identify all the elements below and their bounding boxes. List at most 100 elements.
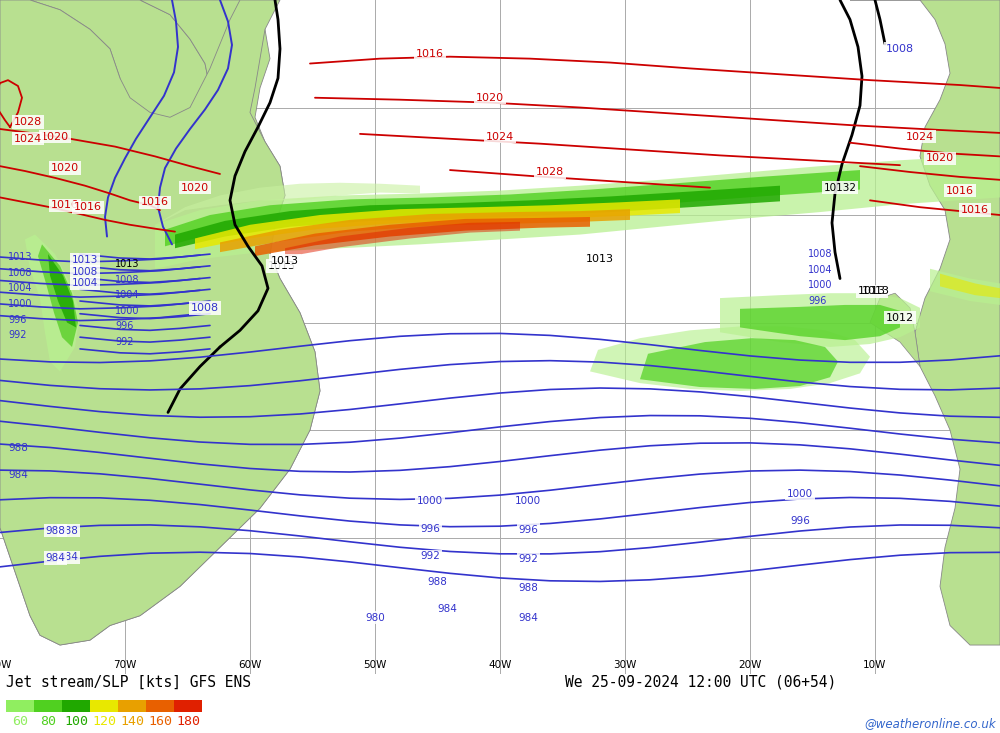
Text: 1013: 1013 bbox=[271, 256, 299, 266]
Polygon shape bbox=[850, 0, 1000, 645]
Bar bbox=[34, 700, 62, 712]
Text: 988: 988 bbox=[58, 526, 78, 536]
Text: 60W: 60W bbox=[238, 660, 262, 670]
Text: Jet stream/SLP [kts] GFS ENS: Jet stream/SLP [kts] GFS ENS bbox=[6, 675, 251, 690]
Text: 100: 100 bbox=[64, 715, 88, 729]
Text: 992: 992 bbox=[420, 551, 440, 561]
Bar bbox=[146, 700, 174, 712]
Text: 70W: 70W bbox=[113, 660, 137, 670]
Polygon shape bbox=[25, 235, 80, 372]
Text: 984: 984 bbox=[45, 553, 65, 563]
Text: 160: 160 bbox=[148, 715, 172, 729]
Text: 80: 80 bbox=[40, 715, 56, 729]
Text: 1016: 1016 bbox=[416, 49, 444, 59]
Text: 1013: 1013 bbox=[115, 259, 140, 269]
Text: 1004: 1004 bbox=[115, 290, 140, 300]
Text: 80W: 80W bbox=[0, 660, 12, 670]
Polygon shape bbox=[0, 0, 210, 645]
Text: 992: 992 bbox=[8, 331, 26, 340]
Polygon shape bbox=[940, 273, 1000, 298]
Bar bbox=[174, 700, 202, 712]
Text: 984: 984 bbox=[518, 613, 538, 622]
Polygon shape bbox=[870, 293, 920, 366]
Text: 1020: 1020 bbox=[476, 93, 504, 103]
Text: 1000: 1000 bbox=[115, 306, 140, 316]
Text: 1012: 1012 bbox=[886, 313, 914, 323]
Text: 140: 140 bbox=[120, 715, 144, 729]
Text: 996: 996 bbox=[808, 296, 826, 306]
Text: 1004: 1004 bbox=[72, 279, 98, 288]
Text: 1016: 1016 bbox=[961, 205, 989, 215]
Text: 120: 120 bbox=[92, 715, 116, 729]
Text: 992: 992 bbox=[518, 554, 538, 564]
Text: 988: 988 bbox=[45, 526, 65, 536]
Text: 984: 984 bbox=[437, 604, 457, 614]
Text: 1024: 1024 bbox=[906, 132, 934, 141]
Text: 60: 60 bbox=[12, 715, 28, 729]
Text: 1000: 1000 bbox=[417, 496, 443, 507]
Text: We 25-09-2024 12:00 UTC (06+54): We 25-09-2024 12:00 UTC (06+54) bbox=[565, 675, 836, 690]
Text: 40W: 40W bbox=[488, 660, 512, 670]
Text: 1024: 1024 bbox=[486, 132, 514, 141]
Polygon shape bbox=[155, 155, 1000, 269]
Polygon shape bbox=[175, 185, 780, 248]
Polygon shape bbox=[590, 326, 870, 391]
Text: 10W: 10W bbox=[863, 660, 887, 670]
Polygon shape bbox=[48, 254, 76, 328]
Text: 50W: 50W bbox=[363, 660, 387, 670]
Text: 984: 984 bbox=[8, 470, 28, 480]
Text: 1020: 1020 bbox=[926, 153, 954, 163]
Text: 1028: 1028 bbox=[536, 167, 564, 177]
Polygon shape bbox=[720, 293, 920, 347]
Bar bbox=[62, 700, 90, 712]
Text: 1008: 1008 bbox=[115, 275, 140, 284]
Text: 1013: 1013 bbox=[586, 254, 614, 264]
Polygon shape bbox=[740, 305, 900, 340]
Polygon shape bbox=[640, 338, 838, 389]
Polygon shape bbox=[255, 217, 590, 256]
Text: 1016: 1016 bbox=[51, 200, 79, 210]
Bar bbox=[6, 700, 34, 712]
Text: 1008: 1008 bbox=[8, 268, 32, 278]
Text: 1020: 1020 bbox=[41, 132, 69, 141]
Polygon shape bbox=[285, 222, 520, 257]
Text: 996: 996 bbox=[790, 516, 810, 526]
Text: 1013: 1013 bbox=[862, 287, 890, 296]
Text: 988: 988 bbox=[518, 583, 538, 593]
Text: 1000: 1000 bbox=[8, 299, 32, 309]
Text: 1008: 1008 bbox=[191, 303, 219, 313]
Text: 980: 980 bbox=[365, 613, 385, 622]
Text: 996: 996 bbox=[518, 525, 538, 534]
Text: 1004: 1004 bbox=[8, 284, 32, 293]
Bar bbox=[90, 700, 118, 712]
Text: 180: 180 bbox=[176, 715, 200, 729]
Text: 996: 996 bbox=[420, 524, 440, 534]
Polygon shape bbox=[930, 269, 1000, 305]
Polygon shape bbox=[165, 170, 860, 246]
Text: 1013: 1013 bbox=[268, 261, 296, 270]
Text: 1000: 1000 bbox=[515, 496, 541, 507]
Text: 1013: 1013 bbox=[8, 252, 32, 262]
Text: 1024: 1024 bbox=[14, 134, 42, 144]
Text: 1008: 1008 bbox=[808, 249, 832, 259]
Bar bbox=[118, 700, 146, 712]
Text: @weatheronline.co.uk: @weatheronline.co.uk bbox=[864, 717, 996, 730]
Text: 1016: 1016 bbox=[946, 185, 974, 196]
Text: 1020: 1020 bbox=[51, 163, 79, 173]
Polygon shape bbox=[195, 199, 680, 249]
Text: 1016: 1016 bbox=[141, 197, 169, 207]
Text: 30W: 30W bbox=[613, 660, 637, 670]
Text: 996: 996 bbox=[8, 314, 26, 325]
Text: 1013: 1013 bbox=[72, 255, 98, 265]
Text: 1013: 1013 bbox=[858, 287, 886, 296]
Text: 996: 996 bbox=[115, 322, 133, 331]
Text: 1008: 1008 bbox=[72, 267, 98, 276]
Polygon shape bbox=[105, 0, 320, 625]
Text: 20W: 20W bbox=[738, 660, 762, 670]
Text: 1028: 1028 bbox=[14, 117, 42, 127]
Text: 1008: 1008 bbox=[886, 44, 914, 54]
Text: 988: 988 bbox=[8, 443, 28, 452]
Text: 992: 992 bbox=[115, 337, 134, 347]
Polygon shape bbox=[155, 183, 420, 225]
Polygon shape bbox=[220, 209, 630, 252]
